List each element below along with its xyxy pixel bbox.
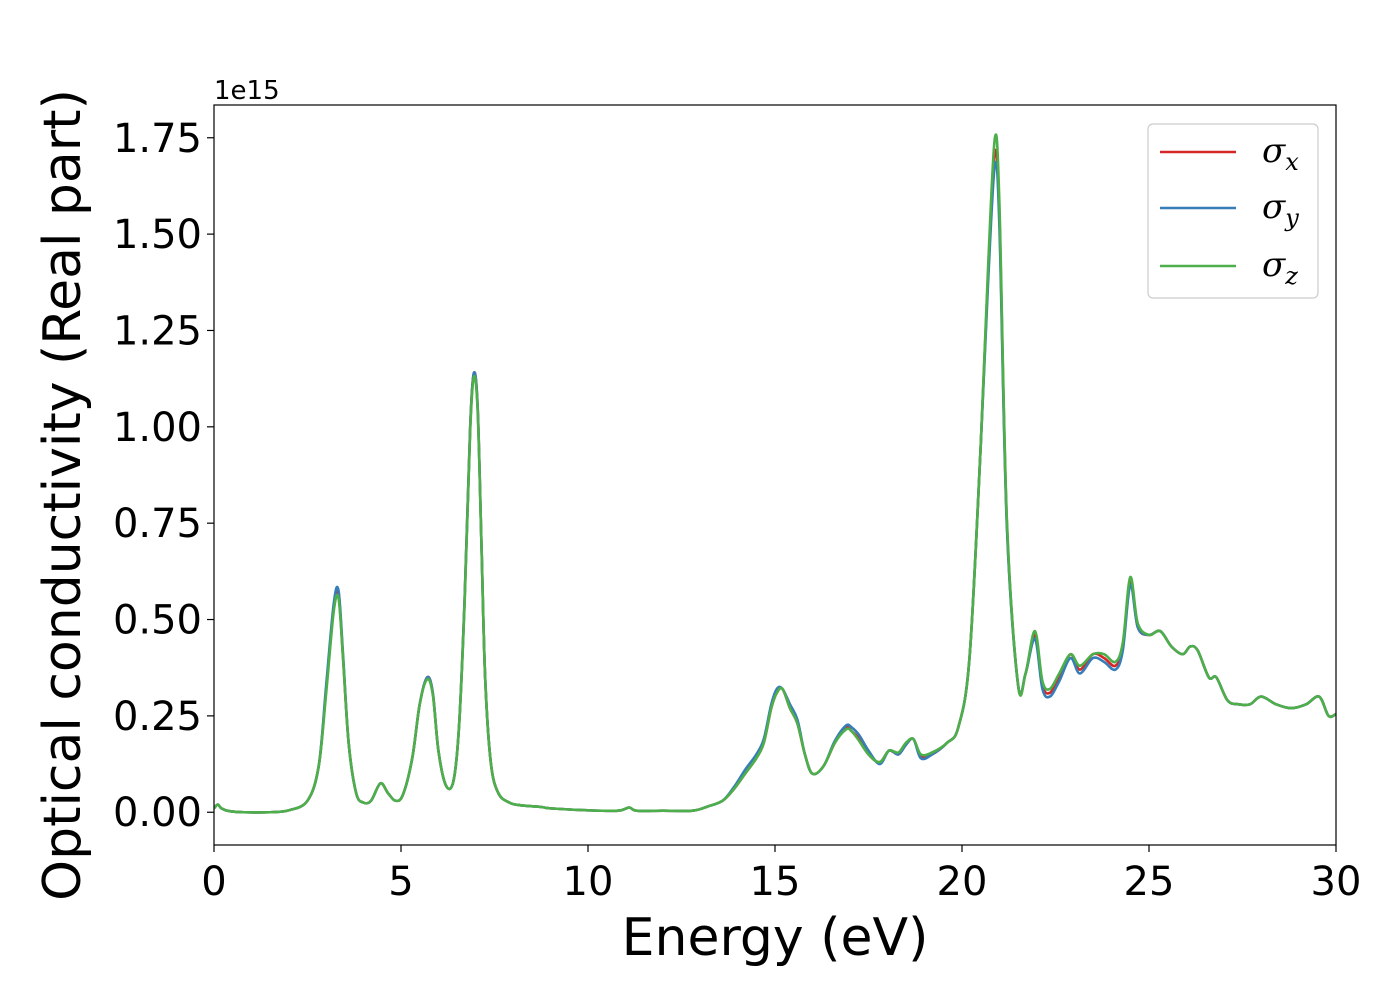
y-tick-label: 1.25 bbox=[113, 308, 202, 354]
legend-box bbox=[1147, 123, 1319, 299]
legend-label-y: σy bbox=[1262, 187, 1299, 232]
y-tick-label: 0.25 bbox=[113, 694, 202, 740]
legend-label-x: σx bbox=[1262, 131, 1299, 176]
y-tick-label: 1.75 bbox=[113, 116, 202, 162]
y-axis-label: Optical conductivity (Real part) bbox=[33, 89, 93, 901]
x-tick-label: 30 bbox=[1311, 859, 1362, 905]
y-tick-label: 0.75 bbox=[113, 501, 202, 547]
series-lines bbox=[214, 133, 1336, 814]
legend-label-z: σz bbox=[1262, 245, 1298, 290]
x-tick-label: 25 bbox=[1124, 859, 1175, 905]
x-axis-label: Energy (eV) bbox=[622, 908, 929, 968]
x-tick-label: 20 bbox=[937, 859, 988, 905]
y-axis-offset-text: 1e15 bbox=[214, 76, 280, 106]
series-line-z bbox=[214, 133, 1336, 814]
legend: σx σy σz bbox=[1147, 123, 1319, 299]
y-axis-ticks: 0.00 0.25 0.50 0.75 1.00 1.25 1.50 1.75 bbox=[113, 116, 214, 836]
x-tick-label: 10 bbox=[563, 859, 614, 905]
x-tick-label: 0 bbox=[201, 859, 226, 905]
y-tick-label: 0.00 bbox=[113, 790, 202, 836]
x-tick-label: 5 bbox=[388, 859, 413, 905]
y-tick-label: 1.50 bbox=[113, 212, 202, 258]
y-tick-label: 0.50 bbox=[113, 598, 202, 644]
x-tick-label: 15 bbox=[750, 859, 801, 905]
x-axis-ticks: 0 5 10 15 20 25 30 bbox=[201, 845, 1361, 905]
y-tick-label: 1.00 bbox=[113, 405, 202, 451]
